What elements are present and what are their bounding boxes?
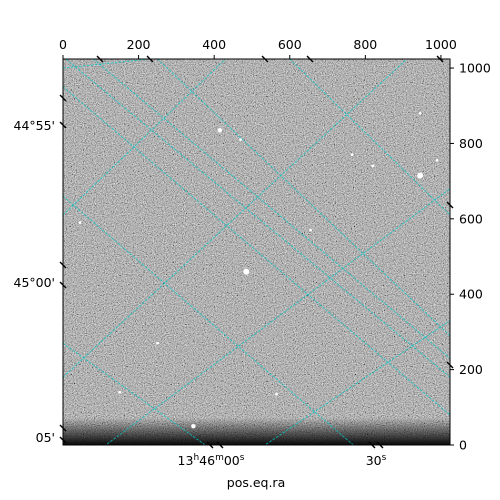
coord-tick-9 (59, 424, 67, 432)
star-1 (239, 138, 243, 142)
grid-line-0 (63, 59, 150, 69)
ra-tick-label-2: 30s (366, 453, 387, 468)
bottom-dark-band (63, 418, 450, 445)
right-tick-label-3: 600 (459, 211, 483, 226)
top-tick-label-5: 1000 (425, 37, 457, 52)
grid-line-6 (289, 59, 450, 216)
grid-line-8 (63, 59, 226, 216)
top-tick-label-4: 800 (353, 37, 377, 52)
plot-frame (62, 58, 451, 446)
grid-line-7 (157, 59, 450, 337)
grid-line-5 (92, 59, 450, 359)
coord-tick-5 (59, 94, 67, 102)
star-7 (156, 341, 159, 345)
pixel-axis-labels: 0 200 400 600 800 1000 0 200 400 600 800 1000 (59, 37, 491, 453)
star-4 (418, 111, 422, 115)
coord-tick-8 (59, 281, 67, 289)
star-2 (417, 172, 424, 179)
top-tick-label-2: 400 (202, 37, 226, 52)
coordinate-grid (63, 59, 450, 445)
coord-tick-6 (59, 121, 67, 129)
grid-line-3 (63, 342, 206, 445)
grid-line-4 (63, 86, 450, 416)
x-axis-label: pos.eq.ra (227, 475, 285, 490)
dec-tick-label-1: 44°55' (14, 118, 56, 133)
coord-tick-7 (59, 261, 67, 269)
coord-tick-13 (206, 441, 214, 449)
right-tick-label-4: 800 (459, 136, 483, 151)
star-11 (371, 164, 375, 168)
right-tick-label-5: 1000 (459, 61, 491, 76)
coord-tick-10 (59, 436, 67, 444)
star-5 (78, 221, 82, 224)
star-0 (217, 128, 223, 133)
star-12 (118, 390, 122, 394)
coord-tick-15 (368, 441, 376, 449)
top-tick-label-0: 0 (59, 37, 67, 52)
star-3 (435, 159, 439, 162)
ra-tick-label-1: 13h46m00s (178, 453, 245, 468)
dec-tick-label-2: 45°00' (14, 275, 56, 290)
coord-tick-0 (96, 55, 104, 63)
coord-tick-3 (306, 55, 314, 63)
star-13 (309, 228, 312, 232)
right-tick-label-1: 200 (459, 362, 483, 377)
coord-tick-2 (261, 55, 269, 63)
star-6 (243, 268, 250, 275)
top-tick-label-3: 600 (278, 37, 302, 52)
star-8 (275, 392, 278, 396)
dec-tick-label-3: 05' (36, 430, 55, 445)
coord-tick-1 (146, 55, 154, 63)
star-9 (191, 423, 196, 429)
right-tick-label-2: 400 (459, 287, 483, 302)
axis-ticks (59, 55, 454, 449)
image-area (63, 59, 450, 445)
star-10 (350, 153, 354, 157)
coord-tick-16 (376, 441, 384, 449)
right-tick-label-0: 0 (459, 438, 467, 453)
coord-tick-12 (446, 361, 454, 369)
coord-tick-4 (436, 55, 444, 63)
star-layer (78, 111, 439, 429)
top-tick-label-1: 200 (127, 37, 151, 52)
grid-line-10 (105, 188, 450, 445)
grid-line-11 (264, 320, 450, 445)
coord-tick-14 (216, 441, 224, 449)
grid-line-2 (63, 195, 355, 445)
coord-tick-11 (446, 201, 454, 209)
